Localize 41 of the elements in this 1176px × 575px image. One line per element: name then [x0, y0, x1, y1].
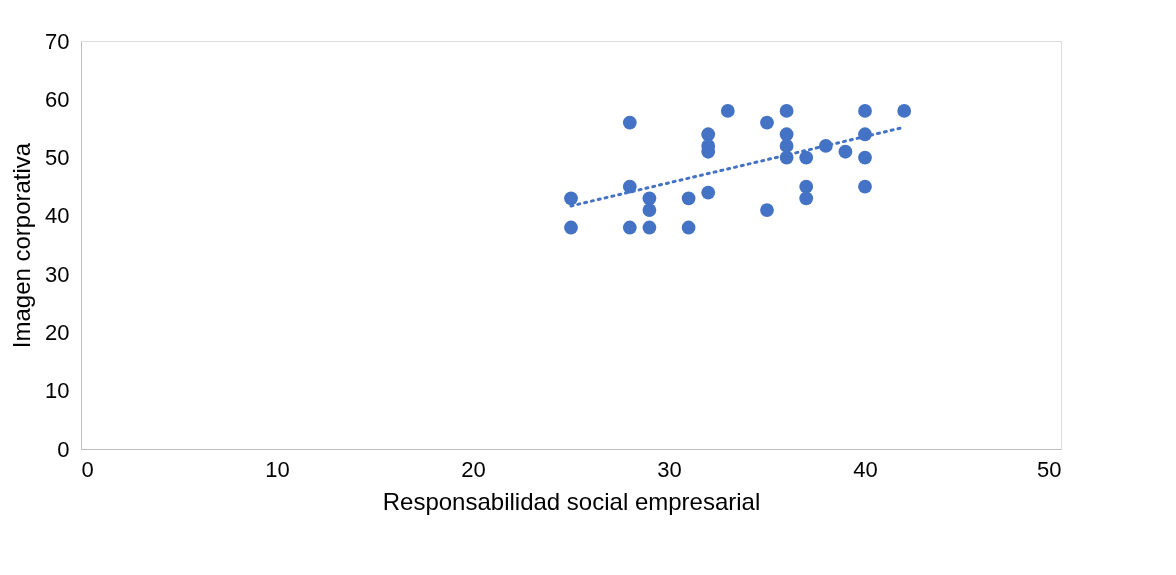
point: [799, 150, 814, 165]
point: [897, 104, 912, 118]
point: [642, 220, 657, 235]
point: [799, 191, 814, 206]
x-tick-label: 20: [461, 456, 486, 482]
point: [681, 220, 696, 235]
point: [760, 115, 774, 130]
y-tick-label: 60: [45, 86, 70, 112]
point: [779, 127, 794, 142]
y-tick-label: 50: [45, 145, 70, 171]
point: [564, 191, 578, 206]
y-tick-label: 10: [45, 378, 70, 404]
point: [642, 191, 657, 206]
point: [720, 104, 735, 118]
point: [701, 127, 716, 142]
point: [622, 220, 637, 235]
x-tick-label: 30: [657, 456, 682, 482]
y-axis-title: Imagen corporativa: [8, 142, 36, 349]
point: [701, 185, 716, 200]
point: [681, 191, 696, 206]
point: [564, 220, 578, 235]
point: [760, 203, 774, 217]
point: [858, 179, 872, 194]
y-tick-label: 0: [57, 436, 70, 462]
point: [779, 104, 794, 118]
point: [858, 104, 872, 118]
y-tick-label: 20: [45, 319, 70, 345]
y-tick-label: 40: [45, 203, 70, 229]
x-tick-label: 50: [1037, 456, 1062, 482]
point: [858, 150, 872, 165]
y-tick-label: 30: [45, 261, 70, 287]
x-axis-title: Responsabilidad social empresarial: [382, 487, 761, 515]
point: [642, 203, 657, 217]
x-tick-label: 40: [853, 456, 878, 482]
point: [779, 139, 794, 153]
x-tick-label: 10: [265, 456, 290, 482]
point: [622, 115, 637, 130]
y-tick-label: 70: [45, 28, 70, 54]
point: [838, 144, 853, 159]
point: [799, 179, 814, 194]
x-tick-label: 0: [81, 456, 94, 482]
